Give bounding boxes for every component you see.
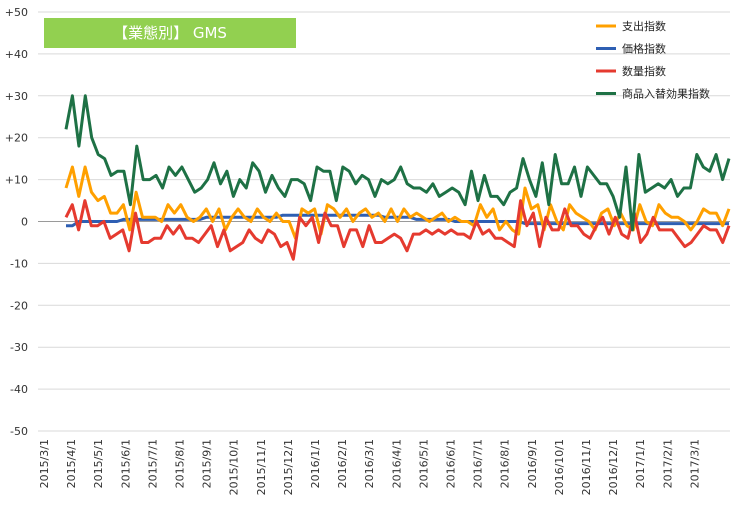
y-tick-label: +30 (5, 90, 28, 103)
x-tick-label: 2015/8/1 (174, 439, 187, 488)
y-tick-label: +40 (5, 48, 28, 61)
y-tick-label: -40 (10, 383, 28, 396)
legend-label: 価格指数 (622, 42, 666, 56)
y-tick-label: -50 (10, 425, 28, 438)
x-tick-label: 2016/7/1 (472, 439, 485, 488)
x-tick-label: 2015/3/1 (38, 439, 51, 488)
x-axis-tick-labels: 2015/3/1 2015/4/1 2015/5/1 2015/6/1 2015/7/1… (38, 439, 701, 495)
x-tick-label: 2016/3/1 (363, 439, 376, 488)
x-tick-label: 2015/9/1 (201, 439, 214, 488)
y-tick-label: -10 (10, 257, 28, 270)
x-tick-label: 2016/10/1 (553, 439, 566, 495)
x-tick-label: 2017/1/1 (634, 439, 647, 488)
series-line (64, 94, 731, 232)
legend-label: 商品入替効果指数 (622, 87, 710, 101)
y-tick-label: -20 (10, 299, 28, 312)
series-line (64, 199, 731, 261)
x-tick-label: 2016/1/1 (309, 439, 322, 488)
series-lines (64, 94, 731, 261)
y-tick-label: -30 (10, 341, 28, 354)
chart-title: 【業態別】 GMS (113, 24, 227, 42)
x-tick-label: 2015/10/1 (228, 439, 241, 495)
y-axis-tick-labels: +50 +40 +30 +20 +10 0 -10 -20 -30 -40 -50 (5, 6, 28, 438)
legend-label: 数量指数 (622, 64, 666, 78)
x-tick-label: 2015/6/1 (119, 439, 132, 488)
x-tick-label: 2017/3/1 (688, 439, 701, 488)
chart-title-box: 【業態別】 GMS (44, 18, 296, 48)
x-tick-label: 2015/7/1 (146, 439, 159, 488)
x-tick-label: 2016/6/1 (445, 439, 458, 488)
x-tick-label: 2016/2/1 (336, 439, 349, 488)
legend-label: 支出指数 (622, 19, 666, 33)
x-tick-label: 2016/9/1 (526, 439, 539, 488)
x-tick-label: 2015/12/1 (282, 439, 295, 495)
x-tick-label: 2016/4/1 (390, 439, 403, 488)
y-tick-label: +50 (5, 6, 28, 19)
y-tick-label: 0 (21, 216, 28, 229)
x-tick-label: 2016/5/1 (417, 439, 430, 488)
x-tick-label: 2015/4/1 (65, 439, 78, 488)
x-tick-label: 2017/2/1 (661, 439, 674, 488)
y-tick-label: +20 (5, 132, 28, 145)
x-tick-label: 2016/12/1 (607, 439, 620, 495)
x-tick-label: 2015/11/1 (255, 439, 268, 495)
x-tick-label: 2016/11/1 (580, 439, 593, 495)
x-tick-label: 2016/8/1 (499, 439, 512, 488)
y-tick-label: +10 (5, 174, 28, 187)
x-tick-label: 2015/5/1 (92, 439, 105, 488)
